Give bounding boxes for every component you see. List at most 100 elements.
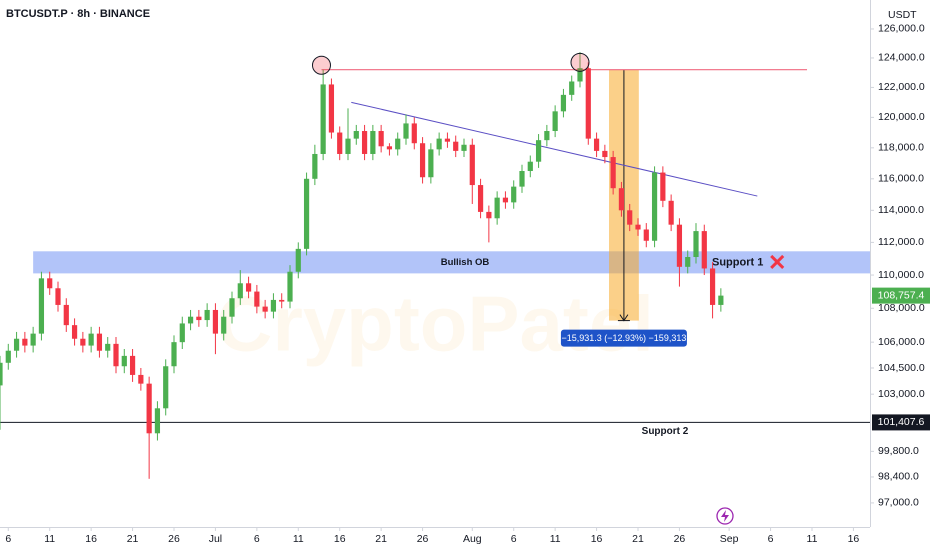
plot-layer: CryptoPatel Bullish OB Support 1 Support 2 −… (0, 52, 870, 479)
x-tick-label: 26 (168, 533, 180, 545)
candle-body (221, 316, 227, 334)
chart-title: BTCUSDT.P · 8h · BINANCE (6, 8, 150, 20)
y-tick-label: 104,500.0 (878, 362, 925, 374)
support-1-label: Support 1 (712, 256, 763, 268)
support-2-price-box (872, 414, 930, 431)
y-tick-label: 106,000.0 (878, 336, 925, 348)
candle-body (444, 138, 451, 142)
candle-body (63, 304, 69, 326)
candle-body (651, 172, 658, 241)
y-tick-label: 126,000.0 (878, 23, 925, 35)
x-tick-label: 21 (375, 533, 387, 545)
candle-body (585, 68, 591, 139)
candle-body (701, 231, 707, 269)
candle-body (436, 138, 442, 150)
y-tick-label: 97,000.0 (878, 497, 919, 509)
x-tick-label: 11 (293, 533, 304, 545)
candle-body (279, 299, 285, 302)
candle-body (502, 197, 509, 203)
invalidation-mark (770, 254, 785, 269)
candle-body (577, 68, 583, 82)
candle-body (113, 343, 119, 367)
candle-body (229, 298, 235, 317)
x-tick-label: 21 (127, 533, 139, 545)
y-tick-label: 108,000.0 (878, 302, 925, 314)
x-tick-label: Aug (463, 533, 482, 545)
y-tick-label: 103,000.0 (878, 388, 925, 400)
candle-body (171, 342, 177, 367)
candle-body (47, 278, 53, 289)
last-price-box (872, 287, 930, 304)
candle-body (353, 131, 359, 139)
measure-label-box (560, 329, 687, 347)
candle-body (146, 383, 152, 434)
lightning-icon (716, 507, 734, 525)
candle-body (469, 144, 475, 186)
candle-body (693, 231, 699, 258)
x-tick-label: 16 (334, 533, 346, 545)
candle-body (519, 171, 525, 187)
y-tick-label: 98,400.0 (878, 471, 919, 483)
candle-body (295, 248, 301, 272)
candle-body (262, 306, 268, 312)
watermark: CryptoPatel (216, 280, 654, 368)
candle-body (55, 288, 61, 305)
candle-body (71, 325, 78, 339)
candle-body (370, 131, 376, 154)
x-tick-label: 21 (632, 533, 644, 545)
candle-body (287, 271, 293, 302)
candle-body (593, 138, 600, 151)
candle-body (345, 138, 351, 154)
last-price-label: 108,757.4 (878, 289, 925, 301)
y-tick-label: 99,800.0 (878, 445, 919, 457)
candle-body (204, 309, 210, 321)
candle-body (386, 146, 393, 150)
x-tick-label: 11 (807, 533, 818, 545)
candle-body (378, 131, 384, 147)
candle-body (22, 338, 28, 346)
candle-body (569, 81, 575, 95)
candle-body (428, 149, 434, 178)
x-tick-label: 26 (674, 533, 686, 545)
candle-body (643, 229, 649, 241)
candle-body (453, 141, 459, 151)
currency-label: USDT (888, 9, 917, 21)
candle-body (610, 157, 616, 189)
candle-body (552, 111, 558, 132)
candle-body (535, 140, 542, 162)
candle-body (138, 374, 144, 384)
candle-body (0, 362, 3, 386)
candle-body (560, 94, 567, 112)
x-tick-label: 11 (550, 533, 561, 545)
candle-body (187, 316, 194, 324)
y-tick-label: 124,000.0 (878, 52, 925, 64)
x-tick-label: 6 (768, 533, 774, 545)
candle-body (96, 333, 103, 351)
candle-body (676, 224, 683, 267)
y-tick-label: 116,000.0 (878, 173, 924, 185)
candle-body (709, 268, 716, 305)
y-tick-label: 118,000.0 (878, 142, 924, 154)
y-tick-label: 122,000.0 (878, 81, 925, 93)
order-block-label: Bullish OB (441, 257, 490, 268)
trendline (351, 101, 758, 197)
candle-body (337, 132, 343, 154)
candle-body (196, 316, 202, 321)
candle-body (129, 355, 136, 375)
y-tick-label: 114,000.0 (878, 204, 924, 216)
candle-body (254, 291, 260, 307)
candle-body (320, 84, 326, 154)
measure-label: −15,931.3 (−12.93%) −159,313 (561, 333, 686, 343)
candle-body (511, 186, 517, 203)
candle-body (527, 161, 533, 172)
candle-body (403, 123, 409, 139)
support-2-label: Support 2 (642, 426, 689, 437)
candle-body (395, 138, 401, 150)
candle-body (245, 283, 252, 292)
candle-body (179, 323, 185, 343)
candle-body (237, 283, 243, 299)
candle-body (38, 278, 45, 334)
candle-body (618, 188, 625, 211)
